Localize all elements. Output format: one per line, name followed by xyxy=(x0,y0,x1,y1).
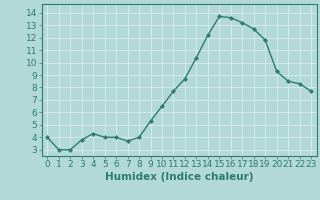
X-axis label: Humidex (Indice chaleur): Humidex (Indice chaleur) xyxy=(105,172,253,182)
